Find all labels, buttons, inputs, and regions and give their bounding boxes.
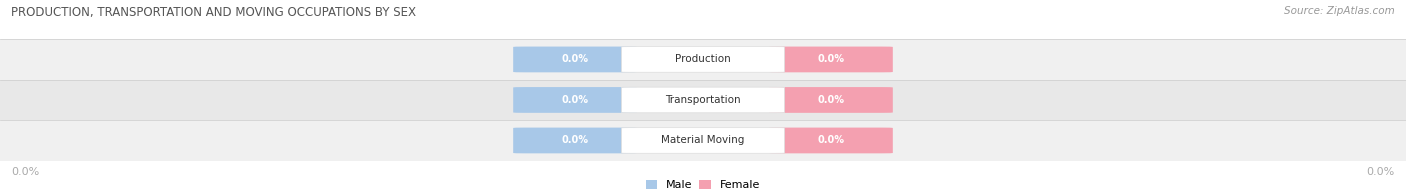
Text: 0.0%: 0.0%	[561, 95, 589, 105]
FancyBboxPatch shape	[513, 47, 637, 72]
Text: 0.0%: 0.0%	[561, 135, 589, 145]
Legend: Male, Female: Male, Female	[647, 180, 759, 191]
Text: Production: Production	[675, 54, 731, 64]
Bar	[0, 80, 1406, 120]
FancyBboxPatch shape	[769, 128, 893, 153]
FancyBboxPatch shape	[621, 128, 785, 153]
FancyBboxPatch shape	[513, 87, 637, 113]
Text: 0.0%: 0.0%	[817, 135, 845, 145]
Bar	[0, 120, 1406, 161]
Text: Material Moving: Material Moving	[661, 135, 745, 145]
FancyBboxPatch shape	[621, 47, 785, 72]
FancyBboxPatch shape	[621, 87, 785, 113]
Text: 0.0%: 0.0%	[1367, 167, 1395, 178]
FancyBboxPatch shape	[769, 47, 893, 72]
Text: 0.0%: 0.0%	[561, 54, 589, 64]
FancyBboxPatch shape	[769, 87, 893, 113]
Text: PRODUCTION, TRANSPORTATION AND MOVING OCCUPATIONS BY SEX: PRODUCTION, TRANSPORTATION AND MOVING OC…	[11, 6, 416, 19]
Text: Source: ZipAtlas.com: Source: ZipAtlas.com	[1284, 6, 1395, 16]
Text: 0.0%: 0.0%	[817, 54, 845, 64]
Bar	[0, 39, 1406, 80]
Text: 0.0%: 0.0%	[817, 95, 845, 105]
Text: Transportation: Transportation	[665, 95, 741, 105]
FancyBboxPatch shape	[513, 128, 637, 153]
Text: 0.0%: 0.0%	[11, 167, 39, 178]
